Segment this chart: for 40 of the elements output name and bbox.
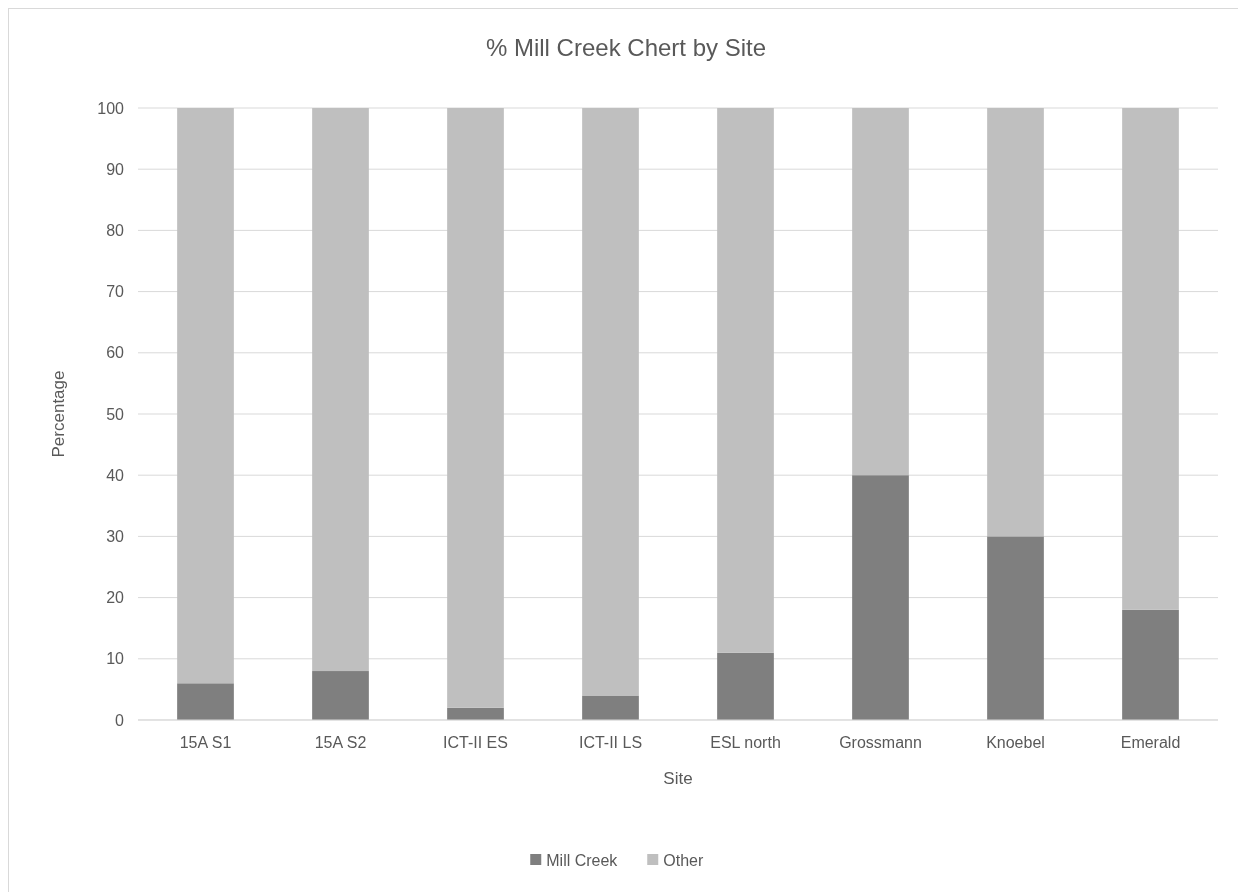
bar bbox=[582, 108, 639, 696]
x-tick-label: Grossmann bbox=[839, 734, 922, 751]
bar bbox=[1122, 108, 1179, 610]
x-tick-label: ICT-II ES bbox=[443, 734, 508, 751]
legend-label: Other bbox=[663, 851, 704, 869]
y-tick-label: 60 bbox=[106, 344, 125, 362]
bar bbox=[717, 652, 774, 720]
y-tick-label: 30 bbox=[106, 528, 125, 545]
y-tick-label: 20 bbox=[106, 589, 125, 607]
y-tick-label: 80 bbox=[106, 222, 125, 239]
y-tick-label: 50 bbox=[106, 405, 125, 423]
bar bbox=[582, 695, 639, 720]
bar bbox=[177, 108, 234, 684]
bar bbox=[447, 108, 504, 708]
x-tick-label: 15A S1 bbox=[179, 734, 232, 751]
y-tick-label: 40 bbox=[106, 466, 125, 484]
y-tick-label: 10 bbox=[106, 650, 125, 668]
y-tick-label: 70 bbox=[106, 283, 125, 301]
bar bbox=[987, 108, 1044, 537]
bar bbox=[447, 707, 504, 720]
y-axis-title: Percentage bbox=[49, 370, 68, 458]
x-axis-title: Site bbox=[663, 769, 693, 788]
bar bbox=[312, 108, 369, 672]
x-tick-label: Emerald bbox=[1120, 734, 1181, 751]
y-tick-label: 0 bbox=[115, 711, 125, 729]
bar bbox=[852, 475, 909, 720]
x-tick-label: ICT-II LS bbox=[578, 734, 643, 751]
bar bbox=[852, 108, 909, 476]
y-tick-label: 100 bbox=[97, 99, 125, 117]
bar bbox=[312, 671, 369, 720]
bar bbox=[987, 536, 1044, 720]
x-tick-label: 15A S2 bbox=[314, 734, 367, 751]
chart-title: % Mill Creek Chert by Site bbox=[485, 34, 767, 61]
x-tick-label: Knoebel bbox=[986, 734, 1045, 751]
legend-label: Mill Creek bbox=[546, 851, 619, 869]
y-tick-label: 90 bbox=[106, 160, 125, 178]
x-tick-label: ESL north bbox=[710, 734, 781, 751]
bar bbox=[717, 108, 774, 653]
bar bbox=[177, 683, 234, 720]
bar bbox=[1122, 609, 1179, 720]
